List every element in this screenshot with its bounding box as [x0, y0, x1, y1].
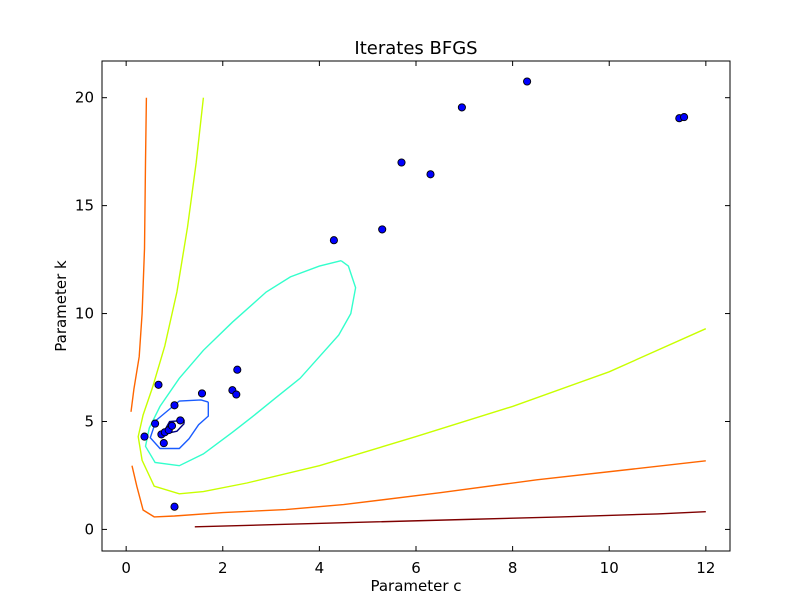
plot-area — [102, 61, 730, 551]
y-tick-label: 20 — [75, 89, 94, 107]
x-tick-label: 6 — [411, 559, 421, 577]
x-tick-label: 4 — [315, 559, 325, 577]
contour-line-0-0 — [194, 511, 706, 528]
scatter-point — [426, 170, 435, 179]
y-tick-label: 10 — [75, 305, 94, 323]
scatter-point — [170, 502, 179, 511]
x-tick-label: 2 — [218, 559, 228, 577]
contour-line-4-0 — [149, 399, 209, 450]
scatter-point — [378, 225, 387, 234]
y-axis-label: Parameter k — [52, 260, 70, 352]
contour-line-2-0 — [137, 97, 707, 495]
scatter-point — [170, 401, 179, 410]
scatter-point — [233, 365, 242, 374]
contour-lines — [130, 97, 707, 528]
scatter-point — [140, 432, 149, 441]
x-tick-label: 10 — [600, 559, 619, 577]
y-tick-label: 15 — [75, 197, 94, 215]
scatter-point — [151, 419, 160, 428]
contour-line-1-0 — [130, 97, 148, 412]
contour-line-3-0 — [144, 260, 357, 467]
chart-title: Iterates BFGS — [354, 38, 477, 59]
scatter-point — [197, 389, 207, 398]
x-tick-label: 8 — [508, 559, 518, 577]
axis-ticks: 0 2 4 6 8 10 12 0 5 10 15 20 — [75, 61, 730, 577]
scatter-point — [523, 77, 532, 86]
scatter-point — [154, 380, 163, 389]
x-axis-label: Parameter c — [370, 577, 461, 595]
scatter-point — [397, 158, 406, 167]
scatter-points — [140, 77, 689, 511]
scatter-point — [329, 236, 338, 245]
scatter-point — [232, 390, 241, 399]
scatter-point — [167, 421, 177, 430]
x-tick-label: 0 — [121, 559, 131, 577]
x-tick-label: 12 — [696, 559, 715, 577]
contour-line-1-1 — [131, 460, 706, 518]
scatter-point — [680, 113, 689, 122]
scatter-point — [176, 416, 185, 425]
scatter-point — [159, 439, 168, 448]
scatter-point — [457, 103, 466, 112]
y-tick-label: 5 — [84, 412, 94, 430]
y-tick-label: 0 — [84, 520, 94, 538]
